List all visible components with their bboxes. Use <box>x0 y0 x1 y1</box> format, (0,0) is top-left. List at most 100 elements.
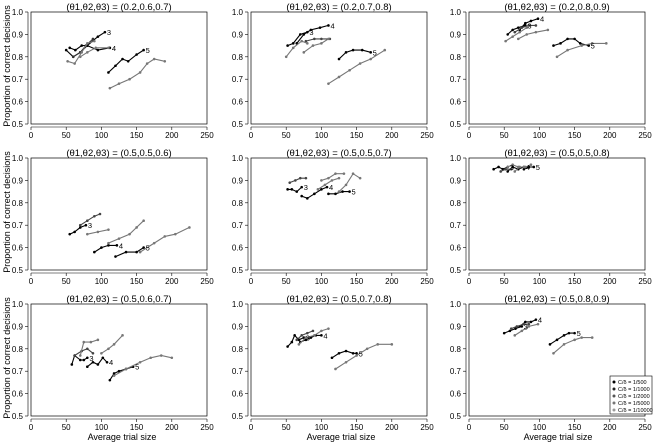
panel-4: (θ1,θ2,θ3) = (0.5,0.5,0.6) 0 50 100 150 200 25… <box>12 148 214 286</box>
data-point <box>534 318 538 321</box>
data-point <box>163 235 167 238</box>
x-tick-label: 100 <box>533 277 547 286</box>
data-point <box>573 331 576 335</box>
data-point <box>306 331 309 335</box>
data-point <box>115 244 119 247</box>
panel-title: (θ1,θ2,θ3) = (0.2,0.8,0.9) <box>504 2 609 13</box>
x-tick-label: 50 <box>500 131 509 140</box>
data-point <box>529 163 533 167</box>
y-tick-label: 0.5 <box>232 266 244 275</box>
x-tick-label: 100 <box>315 131 329 140</box>
data-point <box>334 172 337 175</box>
x-tick-label: 100 <box>315 423 329 432</box>
data-point <box>555 55 559 59</box>
data-point <box>529 320 533 324</box>
y-tick-label: 0.6 <box>450 244 462 253</box>
data-point <box>300 194 303 198</box>
data-point <box>344 183 348 187</box>
y-tick-label: 0.8 <box>450 345 462 354</box>
y-tick-label: 0.6 <box>12 98 24 107</box>
data-point <box>383 48 387 52</box>
data-point <box>604 42 608 45</box>
data-point <box>511 28 514 32</box>
series-line <box>553 337 593 354</box>
data-point <box>170 356 174 360</box>
end-label: 3 <box>107 28 111 37</box>
end-label: 4 <box>540 15 544 24</box>
data-point <box>100 351 103 355</box>
data-point <box>546 28 550 32</box>
data-point <box>107 46 110 50</box>
y-tick-label: 0.8 <box>232 345 244 354</box>
data-point <box>327 37 330 41</box>
data-point <box>573 338 576 342</box>
x-tick-label: 250 <box>638 131 652 140</box>
y-tick-label: 1.0 <box>232 300 244 309</box>
x-tick-label: 200 <box>165 277 179 286</box>
plot-frame <box>30 303 208 417</box>
plot-frame <box>250 303 428 417</box>
series-line <box>296 330 314 341</box>
x-tick-label: 50 <box>500 277 509 286</box>
y-tick-label: 0.6 <box>12 390 24 399</box>
data-point <box>302 33 306 36</box>
data-point <box>590 336 594 339</box>
data-point <box>320 334 323 337</box>
y-tick-label: 0.7 <box>450 367 462 376</box>
series-line <box>503 325 522 334</box>
data-point <box>306 197 309 200</box>
x-tick-label: 250 <box>638 277 652 286</box>
series-line <box>317 177 340 190</box>
data-point <box>536 322 540 326</box>
y-tick-label: 0.9 <box>12 30 24 39</box>
data-point <box>64 48 68 52</box>
y-tick-label: 1.0 <box>232 8 244 17</box>
data-point <box>101 356 105 360</box>
data-point <box>103 30 107 34</box>
series-line <box>115 247 144 258</box>
data-point <box>128 232 131 236</box>
y-tick-label: 0.7 <box>450 221 462 230</box>
x-tick-label: 100 <box>533 131 547 140</box>
data-point <box>107 241 110 245</box>
data-point <box>293 334 296 337</box>
data-point <box>163 59 167 63</box>
data-point <box>520 26 524 29</box>
data-point <box>93 250 96 254</box>
data-point <box>369 51 372 54</box>
end-label: 4 <box>119 241 123 250</box>
data-point <box>330 356 334 360</box>
data-point <box>91 351 95 355</box>
end-label: 3 <box>524 322 528 331</box>
data-point <box>566 48 569 52</box>
legend-entry: C/δ = 1/5000 <box>618 401 650 407</box>
data-point <box>327 192 330 196</box>
data-point <box>313 334 316 337</box>
panel-6: (θ1,θ2,θ3) = (0.5,0.5,0.8) 0 50 100 150 200 25… <box>450 148 652 286</box>
data-point <box>516 26 520 29</box>
data-point <box>355 351 358 355</box>
data-point <box>291 46 295 50</box>
data-point <box>337 190 341 193</box>
y-tick-label: 0.9 <box>450 322 462 331</box>
x-tick-label: 50 <box>282 131 291 140</box>
data-point <box>117 82 121 85</box>
panel-title: (θ1,θ2,θ3) = (0.5,0.7,0.8) <box>286 294 391 305</box>
data-point <box>555 338 559 342</box>
x-tick-label: 150 <box>350 131 364 140</box>
series-line <box>511 323 529 330</box>
x-tick-label: 0 <box>249 277 254 286</box>
data-point <box>73 230 76 234</box>
series-line <box>505 27 527 42</box>
data-point <box>188 226 191 229</box>
data-point <box>334 192 337 196</box>
y-tick-label: 0.6 <box>450 390 462 399</box>
series-line <box>287 186 303 193</box>
data-point <box>86 347 89 351</box>
data-point <box>86 365 89 369</box>
data-point <box>513 170 517 173</box>
data-point <box>108 86 112 90</box>
data-point <box>80 51 83 54</box>
series-line <box>108 49 144 73</box>
x-tick-label: 0 <box>467 423 472 432</box>
